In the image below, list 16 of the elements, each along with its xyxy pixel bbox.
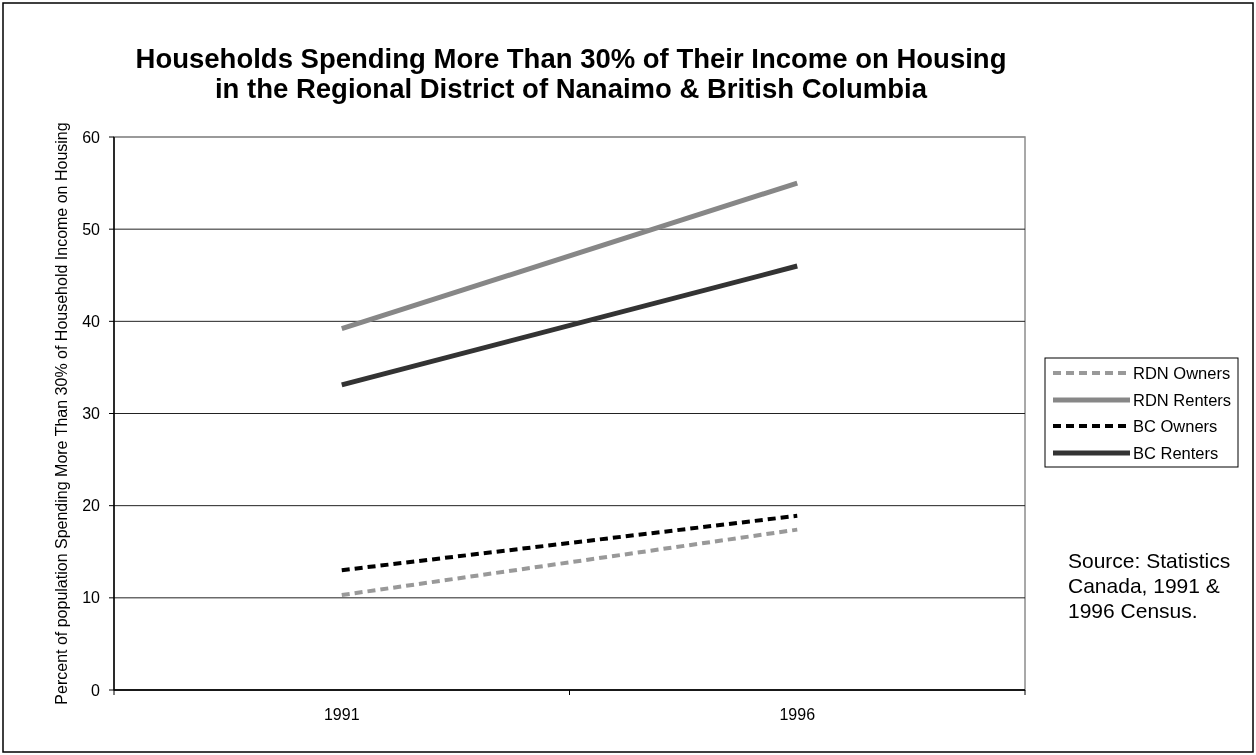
y-tick-label: 50 [82, 220, 101, 238]
y-tick-label: 10 [82, 589, 101, 607]
legend-label: RDN Renters [1133, 390, 1232, 409]
y-tick-label: 40 [82, 312, 101, 330]
legend-label: RDN Owners [1133, 363, 1231, 382]
legend-label: BC Renters [1133, 443, 1219, 462]
source-note: Source: Statistics Canada, 1991 & 1996 Census. [1068, 549, 1231, 622]
y-axis-title: Percent of population Spending More Than 30% of Household Income on Housing [53, 122, 70, 705]
legend-label: BC Owners [1133, 416, 1218, 435]
y-tick-label: 20 [82, 497, 101, 515]
y-tick-label: 30 [82, 405, 101, 423]
x-tick-label: 1991 [323, 706, 360, 723]
chart-title: Households Spending More Than 30% of Their Income on Housing in the Regional District of Nanaimo & British Columbia [135, 43, 1007, 104]
x-tick-label: 1996 [779, 706, 816, 723]
y-tick-label: 60 [82, 128, 101, 146]
y-tick-label: 0 [91, 681, 101, 699]
